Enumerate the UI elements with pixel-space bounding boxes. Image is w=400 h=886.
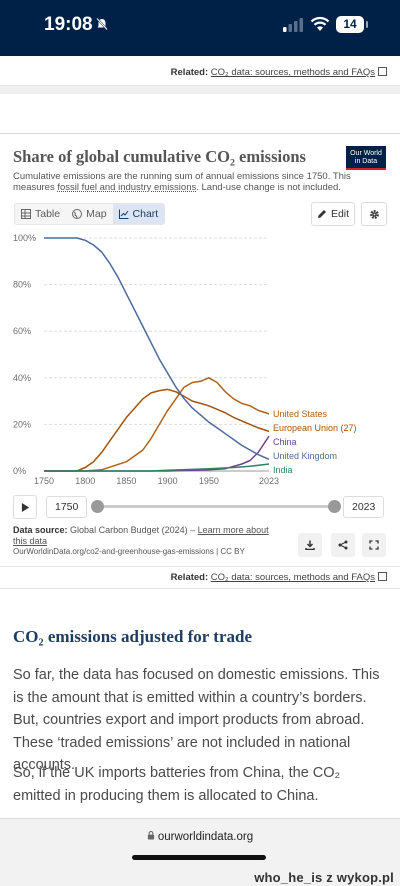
divider	[0, 85, 400, 86]
x-tick-label: 2023	[259, 476, 279, 486]
table-icon	[21, 209, 31, 219]
series-line-china	[44, 435, 270, 472]
series-label: United States	[273, 409, 328, 419]
series-line-india	[44, 463, 270, 472]
home-indicator[interactable]	[132, 855, 266, 860]
divider	[0, 566, 400, 567]
chart-card: Share of global cumulative CO₂ emissions…	[0, 133, 400, 588]
related-label: Related:	[170, 572, 209, 583]
y-tick-label: 40%	[13, 373, 31, 383]
fullscreen-button[interactable]	[362, 533, 386, 557]
bell-muted-icon	[96, 17, 108, 31]
source-url: OurWorldinData.org/co2-and-greenhouse-ga…	[13, 547, 245, 556]
settings-button[interactable]	[361, 202, 387, 226]
status-time: 19:08	[44, 14, 93, 35]
x-tick-label: 1900	[158, 476, 178, 486]
series-label: China	[273, 437, 297, 447]
related-link[interactable]: CO₂ data: sources, methods and FAQs	[210, 572, 375, 583]
logo-line-1: Our World	[350, 150, 382, 157]
pencil-icon	[317, 210, 326, 218]
watermark: who_he_is z wykop.pl	[254, 870, 394, 885]
timeline-start-handle[interactable]	[91, 500, 104, 513]
related-top: Related: CO₂ data: sources, methods and …	[171, 66, 387, 78]
source-label: Data source:	[13, 525, 68, 535]
series-line-united-states	[44, 377, 270, 472]
x-tick-label: 1800	[75, 476, 95, 486]
wifi-icon	[310, 16, 330, 31]
series-label: India	[273, 465, 293, 475]
y-tick-label: 80%	[13, 280, 31, 290]
subtitle-text-b: . Land-use change is not included.	[196, 182, 341, 193]
tab-table[interactable]: Table	[15, 204, 66, 224]
learn-more-link[interactable]: Learn more about this data	[13, 525, 269, 546]
tab-chart[interactable]: Chart	[112, 204, 165, 224]
tab-table-label: Table	[35, 208, 61, 220]
related-link[interactable]: CO₂ data: sources, methods and FAQs	[210, 67, 375, 78]
x-tick-label: 1950	[199, 476, 219, 486]
section-heading: CO₂ emissions adjusted for trade	[13, 627, 253, 646]
logo-line-2: in Data	[354, 158, 378, 165]
owid-logo[interactable]: Our World in Data	[346, 146, 386, 170]
related-bottom: Related: CO₂ data: sources, methods and …	[171, 571, 387, 583]
timeline-track[interactable]	[93, 505, 333, 508]
y-tick-label: 60%	[13, 326, 31, 336]
external-link-icon	[378, 572, 387, 581]
url-display[interactable]: ourworldindata.org	[0, 830, 400, 843]
subtitle-link[interactable]: fossil fuel and industry emissions	[57, 182, 197, 193]
x-tick-label: 1850	[116, 476, 136, 486]
series-line-european-union-27	[44, 388, 270, 472]
share-button[interactable]	[331, 533, 355, 557]
timeline-end-year[interactable]: 2023	[343, 496, 385, 518]
browser-url-bar[interactable]: ourworldindata.org who_he_is z wykop.pl	[0, 818, 400, 886]
tab-map-label: Map	[86, 208, 107, 220]
share-icon	[338, 540, 348, 550]
data-source: Data source: Global Carbon Budget (2024)…	[13, 525, 283, 546]
line-chart-icon	[118, 209, 129, 219]
series-label: United Kingdom	[273, 451, 337, 461]
subtitle-text-a: Cumulative emissions are the running sum…	[13, 171, 351, 193]
paragraph: So far, the data has focused on domestic…	[13, 667, 380, 773]
series-label: European Union (27)	[273, 423, 357, 433]
tab-chart-label: Chart	[132, 208, 159, 220]
divider	[0, 588, 400, 589]
battery-icon: 14	[336, 16, 368, 33]
lock-icon	[147, 830, 155, 840]
paragraph: So, if the UK imports batteries from Chi…	[13, 765, 341, 804]
related-label: Related:	[170, 67, 209, 78]
download-button[interactable]	[298, 533, 322, 557]
chart-subtitle: Cumulative emissions are the running sum…	[13, 171, 358, 193]
timeline: 1750 2023	[13, 495, 387, 519]
section-gap	[0, 86, 400, 94]
status-bar: 19:08 14	[0, 0, 400, 56]
tab-map[interactable]: Map	[66, 204, 112, 224]
series-line-united-kingdom	[44, 237, 270, 460]
play-icon	[21, 502, 29, 512]
timeline-start-year[interactable]: 1750	[46, 496, 88, 518]
edit-label: Edit	[330, 208, 350, 220]
expand-icon	[369, 540, 379, 550]
timeline-end-handle[interactable]	[328, 500, 341, 513]
external-link-icon	[378, 67, 387, 76]
signal-icon	[283, 18, 303, 32]
edit-button[interactable]: Edit	[311, 202, 355, 226]
y-tick-label: 100%	[13, 233, 36, 243]
line-chart[interactable]: 0% 20% 40% 60% 80% 100% 1750 1800 1850 1900 1950 20…	[0, 231, 400, 491]
x-tick-label: 1750	[34, 476, 54, 486]
globe-icon	[72, 209, 83, 219]
source-text: Global Carbon Budget (2024) –	[70, 525, 198, 535]
view-tabs: Table Map Chart	[14, 203, 166, 225]
gear-icon	[369, 209, 379, 219]
y-tick-label: 20%	[13, 419, 31, 429]
play-button[interactable]	[13, 495, 37, 519]
download-icon	[305, 540, 315, 550]
y-tick-label: 0%	[13, 466, 26, 476]
chart-title: Share of global cumulative CO₂ emissions	[13, 147, 306, 166]
url-text: ourworldindata.org	[157, 831, 254, 843]
